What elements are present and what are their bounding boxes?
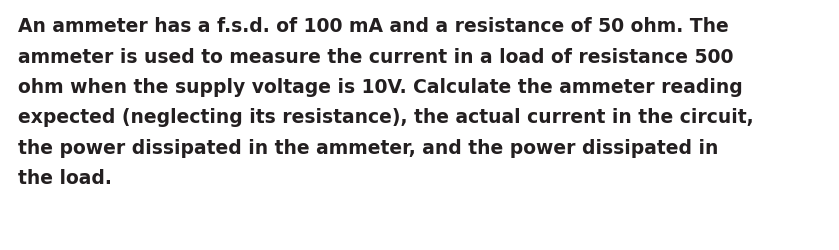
Text: An ammeter has a f.s.d. of 100 mA and a resistance of 50 ohm. The
ammeter is use: An ammeter has a f.s.d. of 100 mA and a … [18,18,754,188]
